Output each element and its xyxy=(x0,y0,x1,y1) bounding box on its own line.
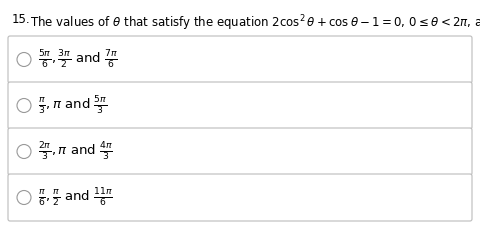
Text: $\frac{2\pi}{3}, \pi$ and $\frac{4\pi}{3}$: $\frac{2\pi}{3}, \pi$ and $\frac{4\pi}{3… xyxy=(38,140,113,163)
Circle shape xyxy=(17,98,31,112)
FancyBboxPatch shape xyxy=(8,36,472,83)
Text: $\frac{\pi}{3}, \pi$ and $\frac{5\pi}{3}$: $\frac{\pi}{3}, \pi$ and $\frac{5\pi}{3}… xyxy=(38,94,107,117)
Text: $\frac{5\pi}{6}, \frac{3\pi}{2}$ and $\frac{7\pi}{6}$: $\frac{5\pi}{6}, \frac{3\pi}{2}$ and $\f… xyxy=(38,49,118,71)
FancyBboxPatch shape xyxy=(8,82,472,129)
FancyBboxPatch shape xyxy=(8,174,472,221)
Text: $\frac{\pi}{6}, \frac{\pi}{2}$ and $\frac{11\pi}{6}$: $\frac{\pi}{6}, \frac{\pi}{2}$ and $\fra… xyxy=(38,186,113,209)
Circle shape xyxy=(17,144,31,158)
Circle shape xyxy=(17,52,31,66)
Circle shape xyxy=(17,191,31,204)
Text: 15.: 15. xyxy=(12,13,31,26)
Text: The values of $\theta$ that satisfy the equation $2\cos^2\theta + \cos\theta - 1: The values of $\theta$ that satisfy the … xyxy=(30,13,480,33)
FancyBboxPatch shape xyxy=(8,128,472,175)
